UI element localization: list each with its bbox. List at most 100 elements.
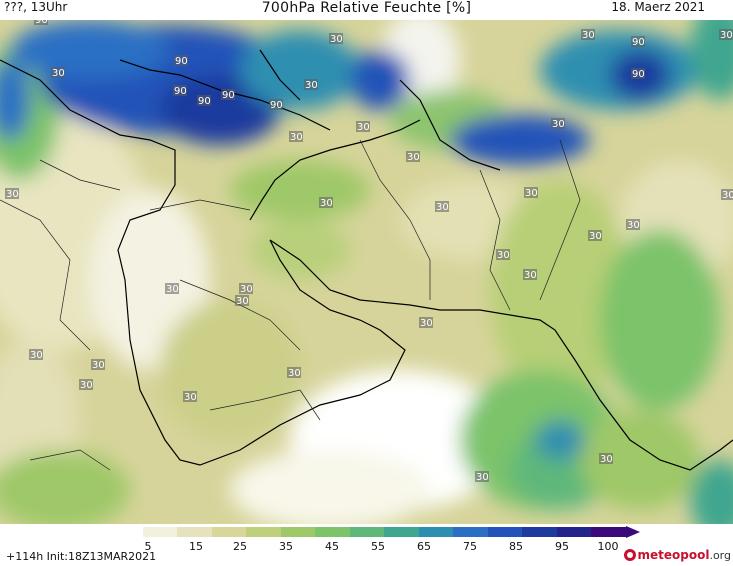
contour-label: 30 (330, 34, 343, 45)
contour-label: 30 (497, 250, 510, 261)
contour-label: 30 (524, 270, 537, 281)
colorbar-tick-label: 15 (189, 540, 203, 553)
colorbar-tick-label: 85 (509, 540, 523, 553)
colorbar-left-arrow (94, 526, 108, 538)
contour-label: 30 (288, 368, 301, 379)
contour-label-bg (319, 197, 333, 208)
colorbar-tick-label: 75 (463, 540, 477, 553)
colorbar (108, 526, 626, 538)
contour-label: 90 (175, 56, 188, 67)
colorbar-segment (487, 527, 523, 537)
contour-label-bg (221, 89, 235, 100)
colorbar-segment (349, 527, 385, 537)
contour-label: 90 (35, 20, 48, 26)
contour-label: 30 (80, 380, 93, 391)
map-title: 700hPa Relative Feuchte [%] (261, 0, 472, 16)
contour-label: 90 (632, 69, 645, 80)
colorbar-segment (522, 527, 557, 537)
contour-label-bg (435, 201, 449, 212)
colorbar-tick-label: 45 (325, 540, 339, 553)
contour-label-bg (406, 151, 420, 162)
contour-label-bg (29, 349, 43, 360)
contour-labels: 90 90 90 90 90 90 90 90 30 30 30 30 30 30 30 30 30 30 30 30… (5, 20, 733, 483)
colorbar-segment (142, 527, 178, 537)
contour-label: 30 (525, 188, 538, 199)
contour-label: 30 (476, 472, 489, 483)
logo-text: meteopool (637, 548, 710, 562)
contour-label-bg (496, 249, 510, 260)
contour-label-bg (5, 188, 19, 199)
contour-label: 30 (184, 392, 197, 403)
contour-label-bg (329, 33, 343, 44)
colorbar-right-arrow (626, 526, 640, 538)
colorbar-segment (384, 527, 419, 537)
humidity-map: 90 90 90 90 90 90 90 90 30 30 30 30 30 30 30 30 30 30 30 30… (0, 20, 733, 524)
contour-label-bg (269, 99, 283, 110)
contour-label-bg (34, 20, 48, 25)
contour-label: 90 (270, 100, 283, 111)
contour-label-bg (719, 29, 733, 40)
contour-label-bg (165, 283, 179, 294)
contour-label: 30 (236, 296, 249, 307)
contour-label-bg (173, 85, 187, 96)
colorbar-tick-label: 95 (555, 540, 569, 553)
contour-label-bg (239, 283, 253, 294)
contour-label: 30 (92, 360, 105, 371)
colorbar-segment (315, 527, 350, 537)
borders (0, 139, 581, 471)
colorbar-segment (418, 527, 454, 537)
contour-label: 30 (720, 30, 733, 41)
colorbar-tick-label: 25 (233, 540, 247, 553)
colorbar-segment (591, 527, 626, 537)
contour-label-bg (626, 219, 640, 230)
contour-label-bg (304, 79, 318, 90)
contour-label: 30 (52, 68, 65, 79)
contour-label-bg (356, 121, 370, 132)
colorbar-segment (453, 527, 488, 537)
contour-label: 30 (407, 152, 420, 163)
colorbar-tick-label: 65 (417, 540, 431, 553)
contour-label-bg (51, 67, 65, 78)
contour-label-bg (631, 68, 645, 79)
contour-label: 30 (589, 231, 602, 242)
contour-label: 30 (320, 198, 333, 209)
colorbar-tick-label: 5 (144, 540, 152, 553)
contour-label: 30 (600, 454, 613, 465)
contour-label-bg (235, 295, 249, 306)
contour-label-bg (475, 471, 489, 482)
contour-label-bg (599, 453, 613, 464)
contour-label: 90 (198, 96, 211, 107)
contour-label-bg (174, 55, 188, 66)
contour-label: 30 (722, 190, 733, 201)
contour-label: 30 (436, 202, 449, 213)
contour-label: 30 (627, 220, 640, 231)
contour-label-bg (183, 391, 197, 402)
contour-label-bg (287, 367, 301, 378)
logo-icon (623, 549, 636, 561)
colorbar-segment (246, 527, 281, 537)
contour-label: 90 (222, 90, 235, 101)
contour-label-bg (551, 118, 565, 129)
contour-label-bg (523, 269, 537, 280)
init-time-label: +114h Init:18Z13MAR2021 (6, 550, 157, 563)
contour-label-bg (79, 379, 93, 390)
contour-label: 30 (290, 132, 303, 143)
contour-label-bg (91, 359, 105, 370)
contour-label: 30 (30, 350, 43, 361)
meteopool-logo[interactable]: meteopool .org (623, 546, 731, 564)
contour-label-bg (581, 29, 595, 40)
contour-label: 90 (174, 86, 187, 97)
contour-label-bg (289, 131, 303, 142)
colorbar-tick-label: 55 (371, 540, 385, 553)
colorbar-segment (108, 527, 143, 537)
colorbar-segment (177, 527, 212, 537)
contour-label: 90 (632, 37, 645, 48)
colorbar-tick-label: 100 (597, 540, 619, 553)
colorbar-tick-label: 35 (279, 540, 293, 553)
logo-domain: .org (709, 548, 731, 562)
contour-label-bg (588, 230, 602, 241)
map-canvas: 90 90 90 90 90 90 90 90 30 30 30 30 30 30 30 30 30 30 30 30… (0, 20, 733, 524)
contour-label-bg (524, 187, 538, 198)
contour-label-bg (197, 95, 211, 106)
colorbar-segment (280, 527, 316, 537)
